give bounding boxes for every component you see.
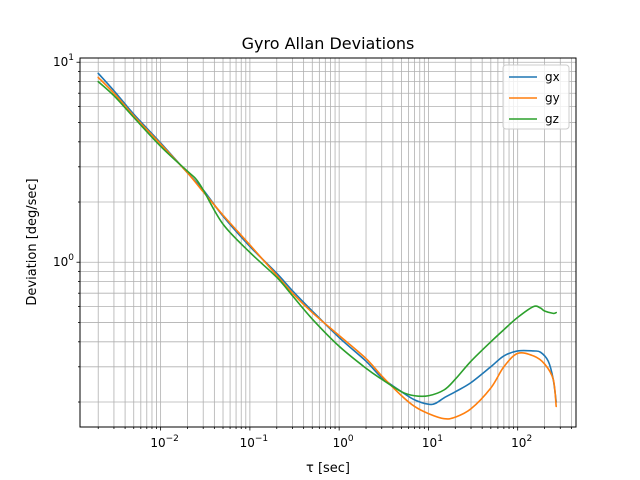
legend-label-gx: gx [545, 70, 560, 84]
series-line-gy [97, 76, 557, 420]
x-axis-label: τ [sec] [306, 461, 350, 476]
y-tick-label: 101 [53, 53, 74, 69]
grid [80, 58, 576, 427]
legend-box [502, 64, 570, 130]
x-tick-label: 100 [333, 434, 354, 450]
legend-label-gy: gy [545, 91, 560, 105]
legend-label-gz: gz [545, 112, 559, 126]
chart-title: Gyro Allan Deviations [242, 34, 415, 53]
y-axis-label: Deviation [deg/sec] [25, 178, 40, 305]
series-lines [97, 72, 557, 420]
series-line-gz [97, 80, 557, 398]
x-tick-label: 101 [422, 434, 443, 450]
axis-ticks: 10−2 10−1 100 101 102 100 101 [53, 53, 572, 450]
y-tick-label: 100 [53, 253, 74, 269]
x-tick-label: 10−2 [150, 434, 179, 450]
x-tick-label: 10−1 [240, 434, 269, 450]
x-tick-label: 102 [511, 434, 532, 450]
plot-frame [79, 57, 577, 428]
legend: gx gy gz [502, 64, 570, 130]
